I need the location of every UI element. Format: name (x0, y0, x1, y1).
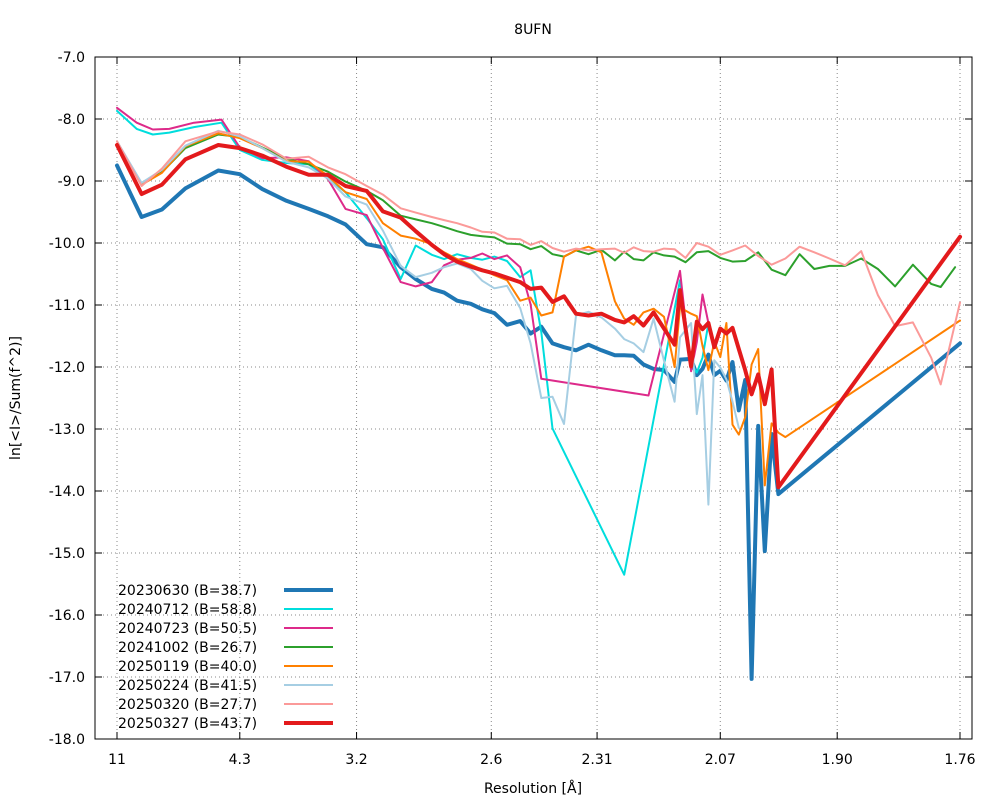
series-line-20250119 (116, 132, 961, 487)
y-tick-label: -18.0 (49, 732, 85, 748)
x-axis-title: Resolution [Å] (484, 780, 582, 797)
y-tick-label: -12.0 (49, 360, 85, 376)
y-tick-label: -16.0 (49, 608, 85, 624)
legend-label: 20240712 (B=58.8) (118, 602, 257, 618)
x-tick-label: 1.76 (944, 752, 975, 768)
y-axis-title: ln[<I>/Sum(f^2)] (8, 336, 24, 460)
y-tick-label: -11.0 (49, 298, 85, 314)
ticks: -7.0 -8.0 -9.0 -10.0 -11.0 -12.0 -13.0 -14.0 -15… (49, 50, 976, 768)
legend-label: 20250119 (B=40.0) (118, 659, 257, 675)
y-tick-label: -13.0 (49, 422, 85, 438)
plot-frame (94, 56, 973, 740)
x-tick-label: 2.6 (480, 752, 502, 768)
y-tick-label: -7.0 (58, 50, 85, 66)
y-tick-label: -17.0 (49, 670, 85, 686)
x-tick-label: 4.3 (229, 752, 251, 768)
series-group (115, 106, 962, 681)
series-line-20250320 (116, 130, 961, 386)
x-tick-label: 3.2 (345, 752, 367, 768)
y-tick-label: -10.0 (49, 236, 85, 252)
series-line-20250327 (115, 143, 962, 490)
series-line-20241002 (116, 133, 957, 288)
legend-label: 20230630 (B=38.7) (118, 583, 257, 599)
legend-label: 20240723 (B=50.5) (118, 621, 257, 637)
legend: 20230630 (B=38.7) 20240712 (B=58.8) 202407… (118, 583, 333, 732)
x-tick-label: 11 (108, 752, 126, 768)
y-tick-label: -8.0 (58, 112, 85, 128)
x-tick-label: 2.07 (705, 752, 736, 768)
y-tick-label: -15.0 (49, 546, 85, 562)
series-line-20250224 (116, 129, 740, 506)
x-tick-label: 1.90 (822, 752, 853, 768)
legend-label: 20250224 (B=41.5) (118, 678, 257, 694)
grid (95, 57, 972, 739)
series-line-20240712 (116, 109, 710, 576)
legend-label: 20241002 (B=26.7) (118, 640, 257, 656)
chart-title: 8UFN (514, 22, 552, 38)
y-tick-label: -14.0 (49, 484, 85, 500)
x-tick-label: 2.31 (581, 752, 612, 768)
y-tick-label: -9.0 (58, 174, 85, 190)
legend-label: 20250320 (B=27.7) (118, 697, 257, 713)
series-line-20230630 (115, 163, 962, 681)
series-line-20240723 (116, 106, 710, 397)
legend-label: 20250327 (B=43.7) (118, 716, 257, 732)
